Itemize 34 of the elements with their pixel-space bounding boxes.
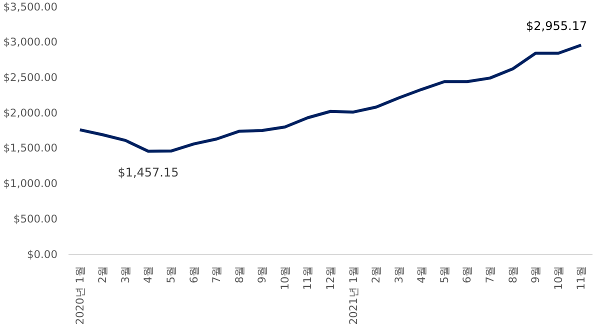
x-tick-label: 6월 [460, 266, 474, 284]
x-tick-label: 2020년 1월 [73, 265, 86, 325]
data-label: $2,955.17 [526, 19, 588, 34]
x-tick-label: 6월 [187, 266, 200, 284]
x-tick-label: 4월 [142, 266, 155, 284]
x-tick-label: 9월 [256, 266, 269, 284]
x-tick-label: 8월 [506, 266, 520, 284]
x-tick-label: 2021년 1월 [346, 265, 360, 325]
x-tick-label: 8월 [232, 266, 246, 284]
x-tick-label: 10월 [552, 265, 565, 290]
x-tick-label: 10월 [278, 265, 292, 290]
x-tick-label: 2월 [96, 266, 110, 284]
x-tick-label: 2월 [370, 266, 383, 284]
x-tick-label: 9월 [529, 266, 542, 284]
y-tick-label: $3,500.00 [3, 0, 58, 14]
data-label: $1,457.15 [118, 165, 179, 180]
x-tick-label: 5월 [438, 266, 451, 284]
y-tick-label: $3,000.00 [3, 35, 58, 48]
y-tick-label: $1,500.00 [3, 142, 58, 155]
y-tick-label: $1,000.00 [3, 177, 58, 190]
x-tick-label: 3월 [118, 266, 132, 284]
x-tick-label: 7월 [210, 266, 224, 284]
x-tick-label: 7월 [483, 266, 496, 284]
y-tick-label: $2,500.00 [3, 70, 58, 84]
line-series [78, 44, 583, 153]
x-tick-label: 12월 [324, 265, 337, 290]
x-tick-label: 5월 [164, 266, 178, 284]
x-tick-label: 4월 [415, 266, 428, 284]
y-tick-label: $0.00 [26, 248, 58, 261]
y-tick-label: $2,000.00 [3, 106, 58, 120]
x-tick-label: 11월 [301, 265, 314, 290]
x-tick-label: 11월 [574, 265, 588, 290]
y-tick-label: $500.00 [13, 212, 58, 226]
x-tick-label: 3월 [392, 266, 406, 284]
